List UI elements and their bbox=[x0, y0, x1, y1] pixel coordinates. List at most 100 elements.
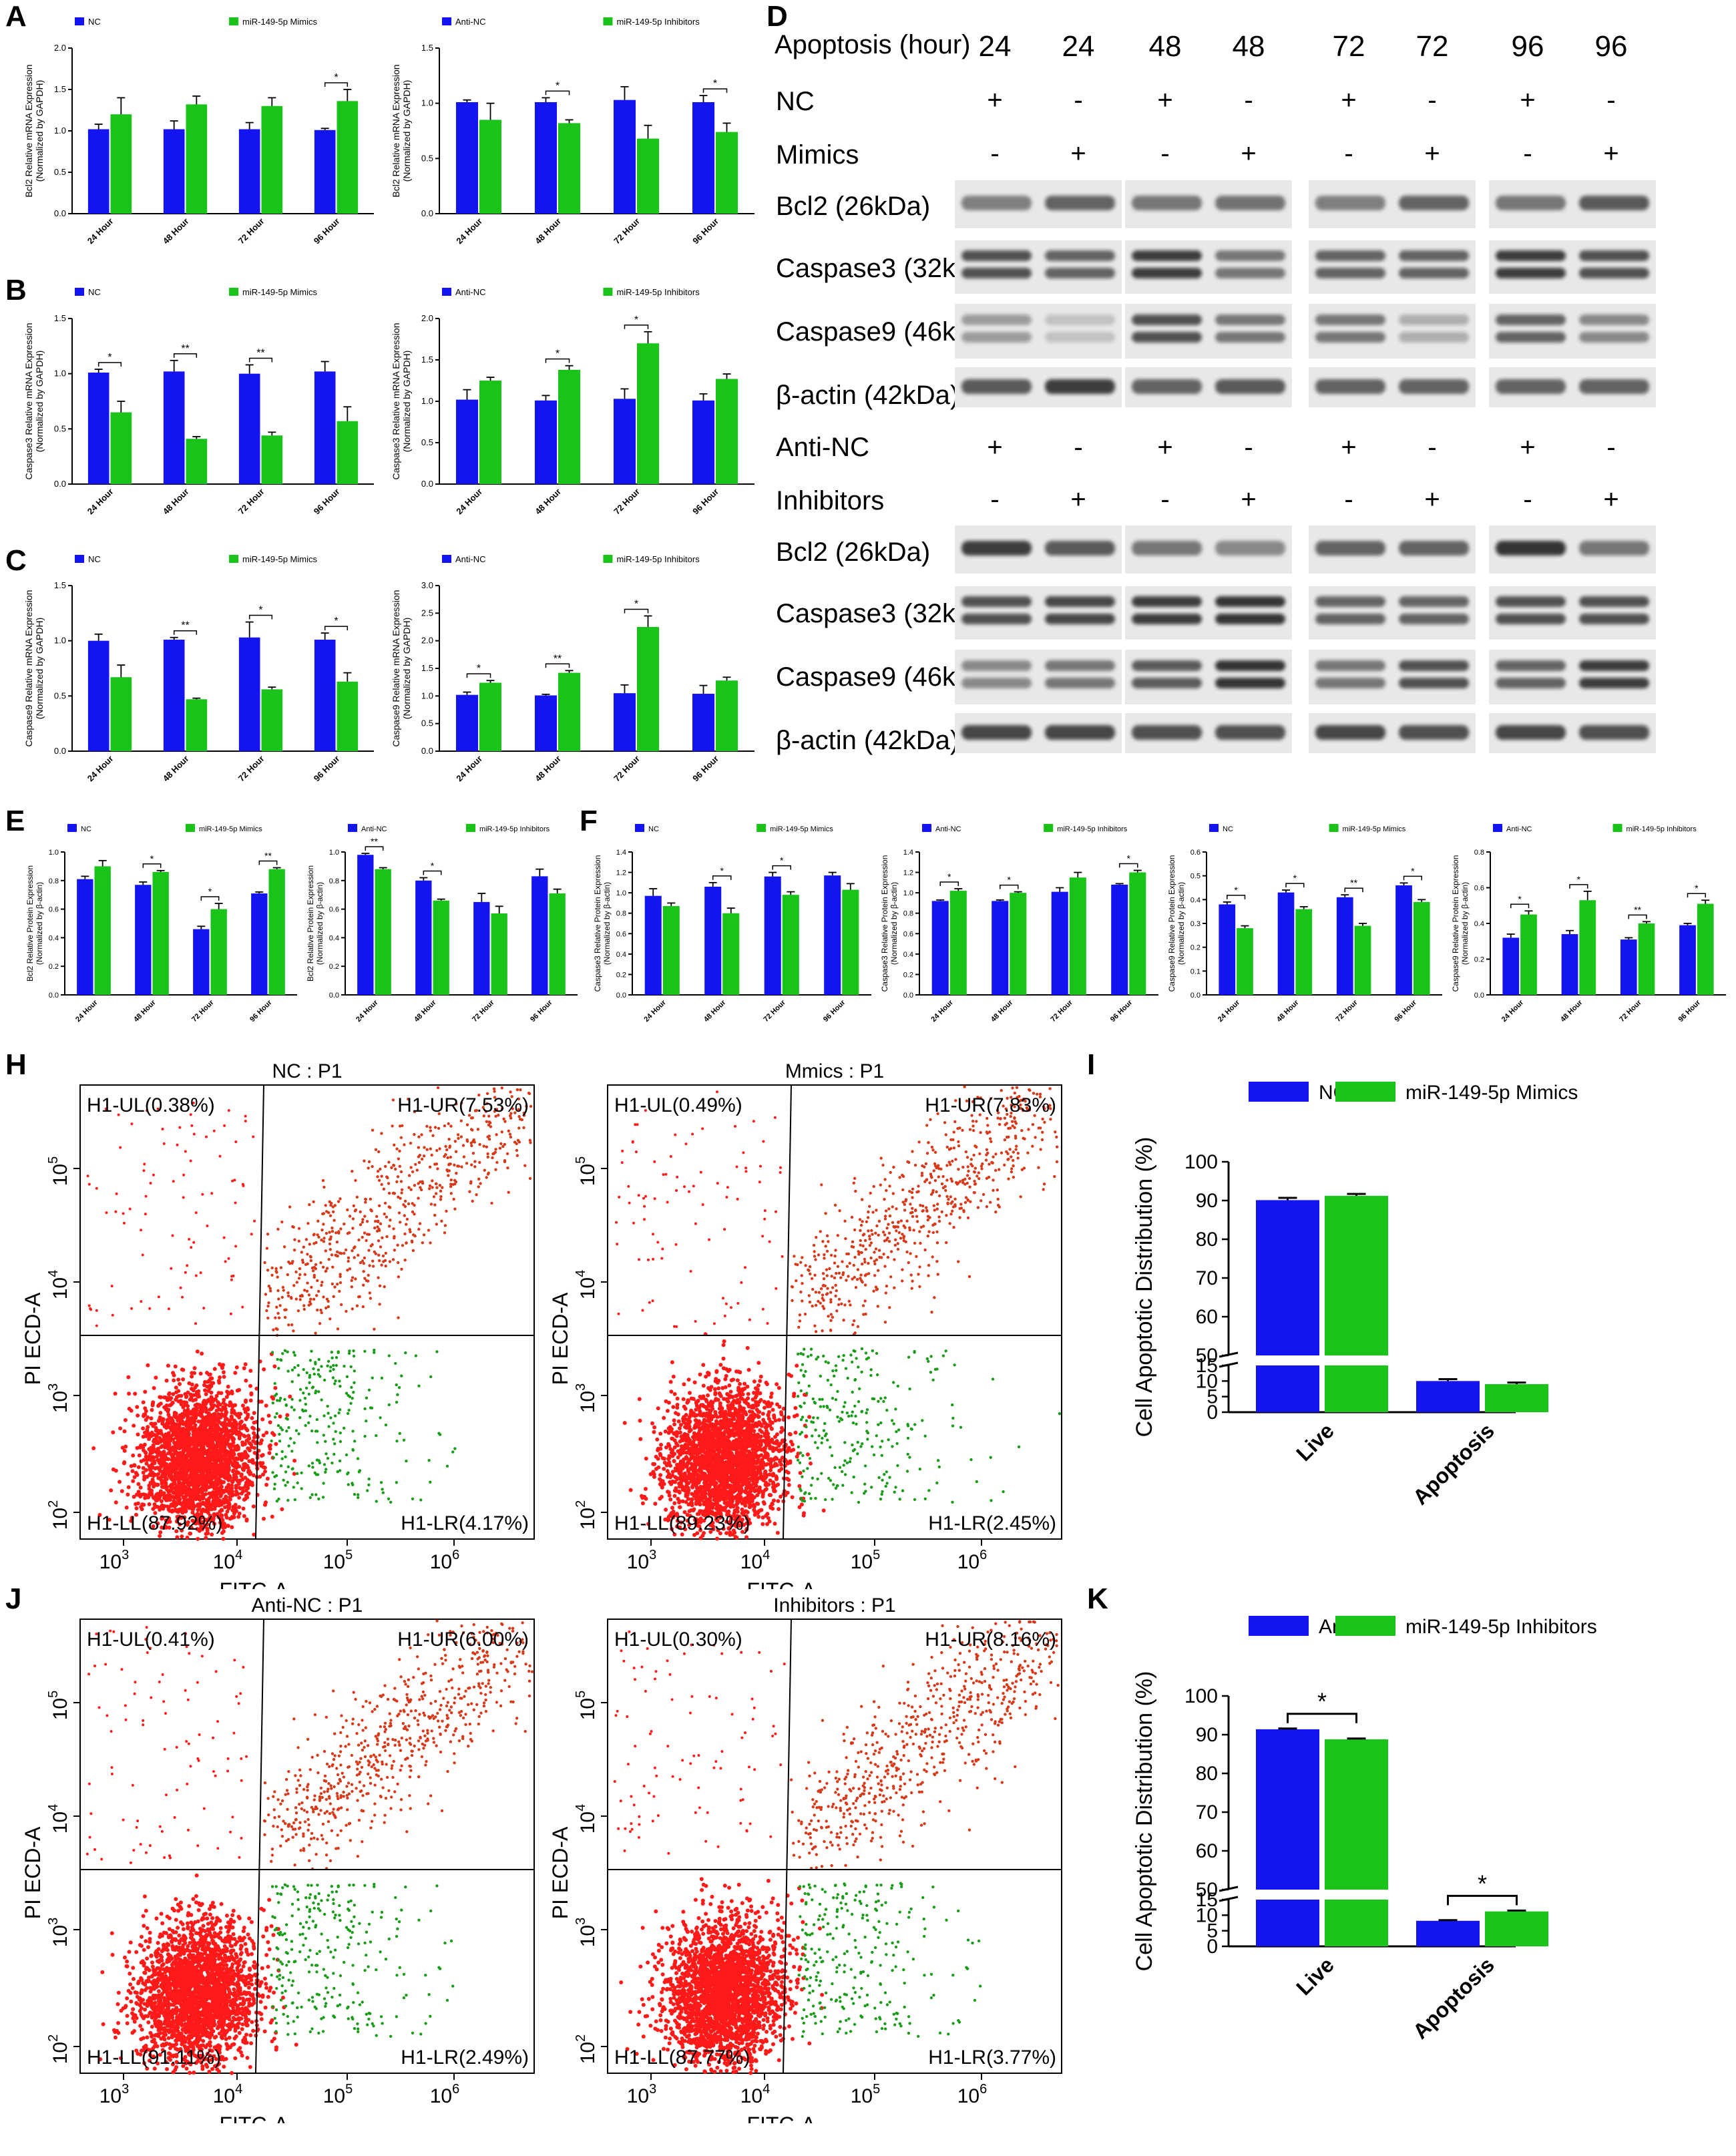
x-tick-label: 48 Hour bbox=[161, 487, 191, 517]
y-tick-label: 0 bbox=[1207, 1936, 1218, 1958]
legend-label: NC bbox=[81, 825, 91, 833]
bar bbox=[337, 421, 359, 484]
bar bbox=[722, 913, 740, 995]
legend-swatch bbox=[229, 555, 239, 563]
plus-sign: + bbox=[987, 85, 1003, 115]
x-tick-label: 72 Hour bbox=[612, 754, 642, 784]
y-tick-label: 0.0 bbox=[421, 746, 433, 756]
x-tick-label: 48 Hour bbox=[161, 216, 191, 246]
protein-band bbox=[1399, 541, 1469, 556]
x-tick-label: 48 Hour bbox=[533, 216, 563, 246]
protein-band bbox=[1399, 314, 1469, 325]
x-tick-label: 96 Hour bbox=[1393, 998, 1419, 1024]
protein-band bbox=[1315, 196, 1385, 211]
plus-sign: + bbox=[1603, 485, 1619, 514]
significance-bracket bbox=[173, 353, 198, 358]
y-tick-label: 50 bbox=[1196, 1879, 1218, 1901]
bar bbox=[473, 901, 490, 995]
quadrant-ul: H1-UL(0.38%) bbox=[87, 1094, 215, 1116]
legend-swatch bbox=[756, 824, 767, 832]
protein-band bbox=[1496, 267, 1566, 278]
significance-label: * bbox=[556, 80, 560, 91]
y-axis-label: Caspase3 Relative Protein Expression(Nor… bbox=[593, 855, 612, 992]
minus-sign: - bbox=[1160, 485, 1170, 514]
protein-band bbox=[1045, 613, 1115, 624]
y-tick-label: 1.0 bbox=[54, 369, 66, 379]
bar bbox=[637, 627, 660, 751]
bar bbox=[337, 101, 359, 214]
bar bbox=[534, 400, 557, 484]
x-tick-label: 24 Hour bbox=[454, 216, 484, 246]
bar bbox=[186, 699, 208, 751]
y-tick-label: 0.4 bbox=[1474, 920, 1484, 928]
x-tick-label: 48 Hour bbox=[132, 998, 158, 1024]
x-tick-label: 48 Hour bbox=[702, 998, 728, 1024]
protein-band bbox=[1132, 660, 1202, 671]
x-tick-label: 48 Hour bbox=[990, 998, 1015, 1024]
bar bbox=[1219, 904, 1236, 995]
protein-band bbox=[1045, 250, 1115, 261]
row-label-nc: NC bbox=[776, 87, 815, 116]
bar bbox=[163, 371, 185, 484]
y-tick-label: 104 bbox=[574, 1804, 599, 1834]
y-tick-label: 0.5 bbox=[54, 423, 66, 433]
x-tick-label: 24 Hour bbox=[355, 998, 380, 1024]
x-tick-label: 96 Hour bbox=[248, 998, 274, 1024]
significance-bracket bbox=[200, 896, 220, 901]
protein-band bbox=[1045, 379, 1115, 394]
x-tick-label: 105 bbox=[851, 1548, 881, 1573]
bar bbox=[931, 901, 949, 995]
x-axis-label: FITC-A bbox=[219, 2113, 288, 2123]
protein-band bbox=[1579, 250, 1649, 261]
y-tick-label: 80 bbox=[1196, 1229, 1218, 1251]
bar-chart-f-caspase3-protein-inhibitors: Anti-NC miR-149-5p Inhibitors 0.0 0.2 0.4 0.6… bbox=[880, 824, 1158, 1024]
bar-chart-b-caspase3-mimics: NC miR-149-5p Mimics 0.0 0.5 1.0 1.5 Caspase3 … bbox=[23, 287, 374, 517]
protein-band bbox=[1399, 613, 1469, 624]
quadrant-lr: H1-LR(2.49%) bbox=[401, 2046, 529, 2069]
significance-label: * bbox=[150, 853, 154, 864]
bar bbox=[1237, 928, 1253, 995]
protein-band bbox=[1399, 596, 1469, 607]
significance-label: * bbox=[334, 616, 338, 627]
y-tick-label: 0.0 bbox=[903, 992, 913, 1000]
y-tick-label: 0.8 bbox=[1474, 849, 1484, 857]
protein-band bbox=[1579, 660, 1649, 671]
x-tick-label: 24 Hour bbox=[454, 754, 484, 784]
y-tick-label: 2.5 bbox=[421, 608, 433, 618]
blot-strip bbox=[1309, 650, 1476, 704]
plot-frame bbox=[607, 1619, 1062, 2074]
y-tick-label: 15 bbox=[1196, 1355, 1218, 1377]
protein-band bbox=[1315, 613, 1385, 624]
bar bbox=[479, 381, 502, 484]
significance-bracket bbox=[712, 875, 732, 880]
y-tick-label: 0.2 bbox=[1474, 956, 1484, 964]
significance-label: * bbox=[1293, 873, 1297, 883]
bar bbox=[94, 866, 111, 995]
significance-label: * bbox=[431, 861, 435, 871]
y-tick-label: 0.8 bbox=[329, 877, 339, 885]
flow-title: NC : P1 bbox=[272, 1062, 342, 1082]
significance-bracket bbox=[324, 82, 349, 87]
panel-letter-c: C bbox=[5, 544, 27, 577]
legend-swatch bbox=[67, 824, 77, 832]
hour-label: 72 bbox=[1416, 30, 1449, 63]
bar bbox=[824, 875, 841, 995]
protein-band bbox=[1579, 196, 1649, 211]
y-axis-label: Caspase3 Relative Protein Expression(Nor… bbox=[880, 855, 899, 992]
y-tick-label: 105 bbox=[46, 1156, 71, 1187]
protein-band bbox=[1045, 196, 1115, 211]
y-tick-label: 2.0 bbox=[54, 43, 66, 53]
x-axis-label: FITC-A bbox=[746, 2113, 816, 2123]
quadrant-ul: H1-UL(0.49%) bbox=[614, 1094, 742, 1116]
protein-band bbox=[1496, 314, 1566, 325]
legend-label: miR-149-5p Inhibitors bbox=[479, 825, 550, 833]
protein-band bbox=[1315, 596, 1385, 607]
bar bbox=[637, 343, 660, 484]
y-tick-label: 0.2 bbox=[903, 971, 913, 979]
x-tick-label: 24 Hour bbox=[642, 998, 668, 1024]
panel-letter-d: D bbox=[767, 0, 788, 33]
flow-title: Mmics : P1 bbox=[785, 1062, 884, 1082]
x-tick-label: 72 Hour bbox=[612, 216, 642, 246]
protein-band bbox=[1579, 596, 1649, 607]
